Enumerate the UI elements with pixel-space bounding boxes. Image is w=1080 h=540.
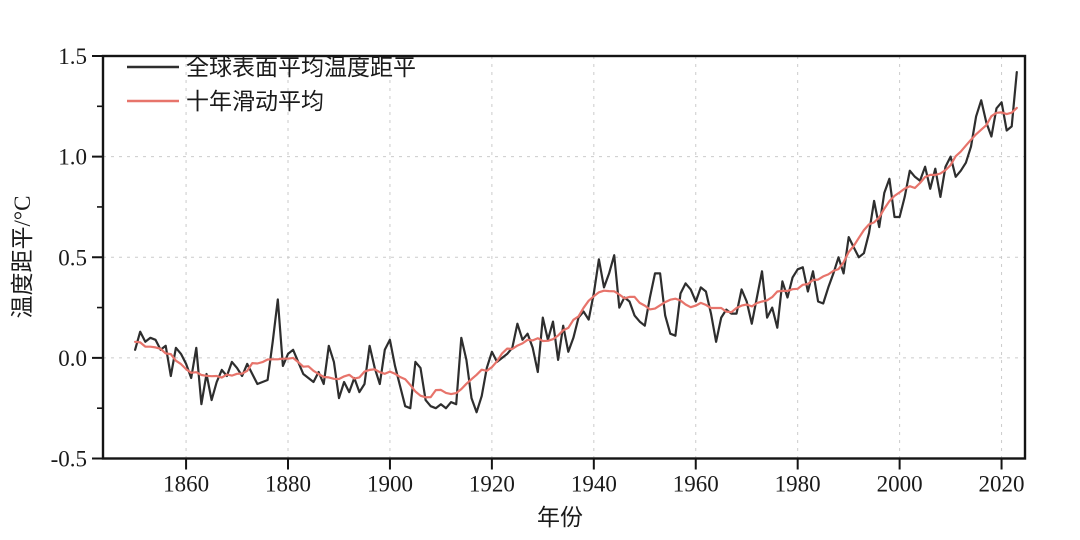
y-tick-label-1.5: 1.5 [58, 44, 87, 69]
legend: 全球表面平均温度距平 十年滑动平均 [127, 55, 416, 114]
x-tick-label-2000: 2000 [877, 472, 923, 497]
y-tick-label--0.5: -0.5 [51, 447, 87, 472]
y-tick-label-0: 0.0 [58, 346, 87, 371]
x-tick-label-1880: 1880 [265, 472, 311, 497]
x-axis-title: 年份 [537, 505, 583, 530]
legend-label-moving-average: 十年滑动平均 [186, 89, 324, 114]
x-tick-label-1960: 1960 [673, 472, 719, 497]
y-axis-title: 温度距平/°C [10, 196, 35, 319]
y-tick-label-1: 1.0 [58, 145, 87, 170]
x-tick-label-1940: 1940 [571, 472, 617, 497]
x-tick-label-2020: 2020 [979, 472, 1025, 497]
x-tick-label-1900: 1900 [367, 472, 413, 497]
y-tick-label-0.5: 0.5 [58, 245, 87, 270]
x-tick-label-1920: 1920 [469, 472, 515, 497]
annual-anomaly-line [134, 70, 1018, 414]
moving-average-line [134, 106, 1018, 399]
series-layer [134, 70, 1018, 414]
grid-layer [103, 56, 1025, 459]
x-tick-label-1860: 1860 [163, 472, 209, 497]
axis-layer: 1860 1880 1900 1920 1940 1960 1980 2000 2020 -0.5… [51, 44, 1027, 497]
x-tick-label-1980: 1980 [775, 472, 821, 497]
legend-label-annual: 全球表面平均温度距平 [186, 55, 416, 80]
